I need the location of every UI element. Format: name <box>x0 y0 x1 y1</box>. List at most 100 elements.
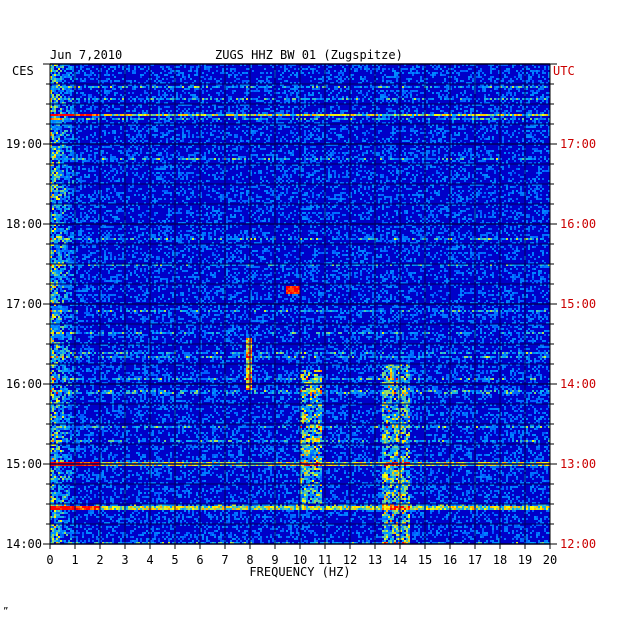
heatmap-cell <box>490 90 492 92</box>
heatmap-cell <box>104 86 106 88</box>
heatmap-cell <box>282 158 284 160</box>
heatmap-cell <box>178 168 180 170</box>
heatmap-cell <box>188 158 190 160</box>
heatmap-cell <box>514 116 516 118</box>
heatmap-cell <box>514 76 516 78</box>
heatmap-cell <box>58 88 60 90</box>
heatmap-cell <box>436 118 438 120</box>
heatmap-cell <box>152 114 154 116</box>
heatmap-cell <box>386 112 388 114</box>
heatmap-cell <box>514 92 516 94</box>
heatmap-cell <box>376 114 378 116</box>
heatmap-cell <box>260 158 262 160</box>
heatmap-cell <box>146 152 148 154</box>
heatmap-cell <box>326 156 328 158</box>
heatmap-cell <box>444 90 446 92</box>
heatmap-cell <box>228 154 230 156</box>
heatmap-cell <box>502 120 504 122</box>
heatmap-cell <box>154 74 156 76</box>
heatmap-cell <box>118 98 120 100</box>
heatmap-cell <box>228 160 230 162</box>
heatmap-cell <box>52 90 54 92</box>
heatmap-cell <box>258 114 260 116</box>
heatmap-cell <box>518 114 520 116</box>
heatmap-cell <box>508 88 510 90</box>
heatmap-cell <box>280 126 282 128</box>
heatmap-cell <box>490 108 492 110</box>
heatmap-cell <box>102 172 104 174</box>
heatmap-cell <box>488 154 490 156</box>
heatmap-cell <box>344 126 346 128</box>
heatmap-cell <box>60 100 62 102</box>
heatmap-cell <box>140 98 142 100</box>
heatmap-cell <box>480 112 482 114</box>
heatmap-cell <box>80 80 82 82</box>
heatmap-cell <box>464 112 466 114</box>
heatmap-cell <box>266 76 268 78</box>
heatmap-cell <box>404 160 406 162</box>
heatmap-cell <box>486 158 488 160</box>
heatmap-cell <box>260 170 262 172</box>
heatmap-cell <box>96 152 98 154</box>
heatmap-cell <box>90 70 92 72</box>
heatmap-cell <box>494 106 496 108</box>
heatmap-cell <box>366 138 368 140</box>
heatmap-cell <box>484 100 486 102</box>
heatmap-cell <box>140 150 142 152</box>
heatmap-cell <box>220 106 222 108</box>
heatmap-cell <box>438 138 440 140</box>
heatmap-cell <box>526 120 528 122</box>
heatmap-cell <box>190 68 192 70</box>
heatmap-cell <box>452 96 454 98</box>
heatmap-cell <box>264 112 266 114</box>
heatmap-cell <box>128 98 130 100</box>
heatmap-cell <box>376 68 378 70</box>
heatmap-cell <box>210 128 212 130</box>
heatmap-cell <box>102 146 104 148</box>
heatmap-cell <box>392 76 394 78</box>
heatmap-cell <box>384 160 386 162</box>
heatmap-cell <box>134 120 136 122</box>
heatmap-cell <box>532 148 534 150</box>
heatmap-cell <box>404 100 406 102</box>
heatmap-cell <box>76 112 78 114</box>
heatmap-cell <box>126 166 128 168</box>
heatmap-cell <box>544 130 546 132</box>
heatmap-cell <box>60 114 62 116</box>
heatmap-cell <box>484 98 486 100</box>
heatmap-cell <box>526 112 528 114</box>
heatmap-cell <box>384 94 386 96</box>
heatmap-cell <box>362 118 364 120</box>
heatmap-cell <box>490 114 492 116</box>
heatmap-cell <box>528 134 530 136</box>
heatmap-cell <box>296 114 298 116</box>
heatmap-cell <box>326 98 328 100</box>
heatmap-cell <box>438 108 440 110</box>
heatmap-cell <box>72 172 74 174</box>
heatmap-cell <box>56 106 58 108</box>
heatmap-cell <box>170 110 172 112</box>
heatmap-cell <box>166 88 168 90</box>
heatmap-cell <box>538 76 540 78</box>
heatmap-cell <box>78 126 80 128</box>
heatmap-cell <box>394 154 396 156</box>
heatmap-cell <box>246 80 248 82</box>
heatmap-cell <box>52 158 54 160</box>
heatmap-cell <box>464 128 466 130</box>
heatmap-cell <box>264 98 266 100</box>
heatmap-cell <box>416 98 418 100</box>
heatmap-cell <box>276 166 278 168</box>
heatmap-cell <box>160 160 162 162</box>
heatmap-cell <box>538 150 540 152</box>
heatmap-cell <box>104 156 106 158</box>
heatmap-cell <box>104 90 106 92</box>
heatmap-cell <box>366 114 368 116</box>
heatmap-cell <box>218 148 220 150</box>
heatmap-cell <box>518 148 520 150</box>
heatmap-cell <box>216 70 218 72</box>
heatmap-cell <box>178 138 180 140</box>
heatmap-cell <box>420 152 422 154</box>
heatmap-cell <box>194 152 196 154</box>
heatmap-cell <box>122 120 124 122</box>
heatmap-cell <box>296 74 298 76</box>
